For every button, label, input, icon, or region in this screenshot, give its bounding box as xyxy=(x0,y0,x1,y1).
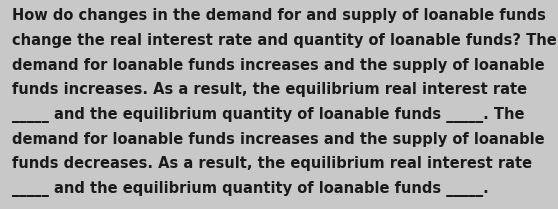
Text: funds increases. As a result, the equilibrium real interest rate: funds increases. As a result, the equili… xyxy=(12,82,527,97)
Text: demand for loanable funds increases and the supply of loanable: demand for loanable funds increases and … xyxy=(12,58,545,73)
Text: demand for loanable funds increases and the supply of loanable: demand for loanable funds increases and … xyxy=(12,132,545,147)
Text: How do changes in the demand for and supply of loanable funds: How do changes in the demand for and sup… xyxy=(12,8,546,23)
Text: funds decreases. As a result, the equilibrium real interest rate: funds decreases. As a result, the equili… xyxy=(12,156,532,171)
Text: change the real interest rate and quantity of loanable funds? The: change the real interest rate and quanti… xyxy=(12,33,557,48)
Text: _____ and the equilibrium quantity of loanable funds _____. The: _____ and the equilibrium quantity of lo… xyxy=(12,107,525,123)
Text: _____ and the equilibrium quantity of loanable funds _____.: _____ and the equilibrium quantity of lo… xyxy=(12,181,489,197)
